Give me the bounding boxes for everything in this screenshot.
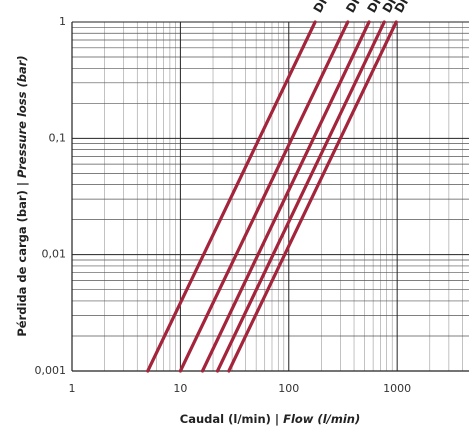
y-tick-label: 0,001 bbox=[35, 364, 67, 377]
series-label: DI bbox=[392, 0, 411, 15]
x-tick-label: 1 bbox=[69, 382, 76, 395]
series-line bbox=[227, 20, 398, 373]
y-label-alt: Pressure loss (bar) bbox=[15, 55, 29, 178]
x-tick-label: 100 bbox=[278, 382, 299, 395]
series-label: DI bbox=[311, 0, 330, 15]
x-tick-label: 1000 bbox=[383, 382, 411, 395]
series-line bbox=[178, 20, 350, 373]
series-line bbox=[215, 20, 386, 373]
y-tick-label: 0,1 bbox=[49, 131, 67, 144]
x-axis-label: Caudal (l/min) | Flow (l/min) bbox=[180, 412, 360, 426]
x-tick-label: 10 bbox=[173, 382, 187, 395]
series-line bbox=[146, 20, 317, 373]
y-label-main: Pérdida de carga (bar) | bbox=[15, 178, 29, 337]
x-label-alt: Flow (l/min) bbox=[283, 412, 360, 426]
y-axis-label: Pérdida de carga (bar) | Pressure loss (… bbox=[15, 55, 29, 336]
series-line bbox=[200, 20, 371, 373]
y-tick-label: 1 bbox=[59, 15, 66, 28]
series-label: DI bbox=[343, 0, 362, 15]
x-label-main: Caudal (l/min) | bbox=[180, 412, 283, 426]
y-tick-label: 0,01 bbox=[42, 248, 67, 261]
